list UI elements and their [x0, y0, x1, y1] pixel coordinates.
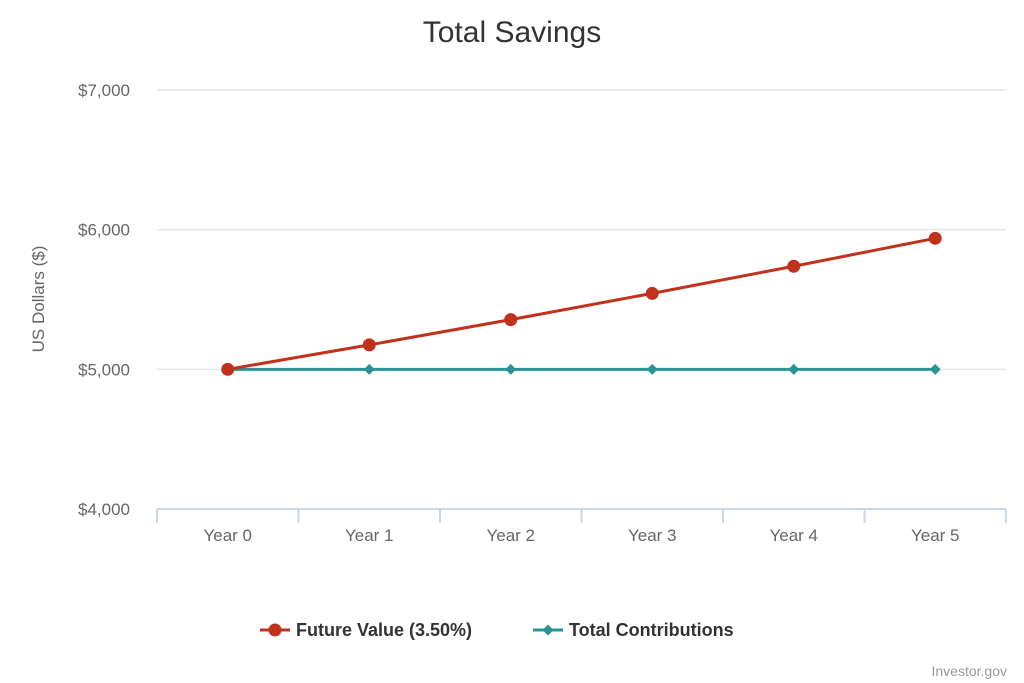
data-point[interactable]	[362, 338, 376, 352]
x-tick-label: Year 5	[911, 526, 960, 545]
y-tick-label: $6,000	[78, 221, 130, 240]
y-axis-ticks: $4,000 $5,000 $6,000 $7,000	[78, 81, 130, 519]
legend-item[interactable]: Total Contributions	[533, 620, 734, 640]
data-point[interactable]	[929, 363, 941, 375]
legend-marker	[542, 624, 554, 636]
x-tick-label: Year 2	[486, 526, 535, 545]
x-tick-label: Year 3	[628, 526, 677, 545]
series-layer	[221, 231, 942, 376]
legend-marker	[268, 623, 282, 637]
legend: Future Value (3.50%) Total Contributions	[260, 620, 734, 640]
data-point[interactable]	[787, 259, 801, 273]
legend-label: Total Contributions	[569, 620, 734, 640]
data-point[interactable]	[504, 313, 518, 327]
data-point[interactable]	[221, 362, 235, 376]
x-tick-label: Year 1	[345, 526, 394, 545]
x-tick-label: Year 4	[769, 526, 818, 545]
data-point[interactable]	[646, 363, 658, 375]
y-tick-label: $7,000	[78, 81, 130, 100]
y-axis-label: US Dollars ($)	[29, 246, 48, 353]
legend-item[interactable]: Future Value (3.50%)	[260, 620, 472, 640]
x-tick-label: Year 0	[203, 526, 252, 545]
y-tick-label: $5,000	[78, 360, 130, 379]
grid-lines	[157, 89, 1006, 371]
data-point[interactable]	[363, 363, 375, 375]
chart-title: Total Savings	[423, 16, 601, 49]
x-axis: Year 0 Year 1 Year 2 Year 3 Year 4 Year 5	[156, 508, 1007, 545]
data-point[interactable]	[788, 363, 800, 375]
y-tick-label: $4,000	[78, 500, 130, 519]
credit-text[interactable]: Investor.gov	[932, 663, 1008, 679]
legend-label: Future Value (3.50%)	[296, 620, 472, 640]
series-line	[227, 236, 936, 371]
data-point[interactable]	[645, 286, 659, 300]
data-point[interactable]	[505, 363, 517, 375]
data-point[interactable]	[928, 231, 942, 245]
